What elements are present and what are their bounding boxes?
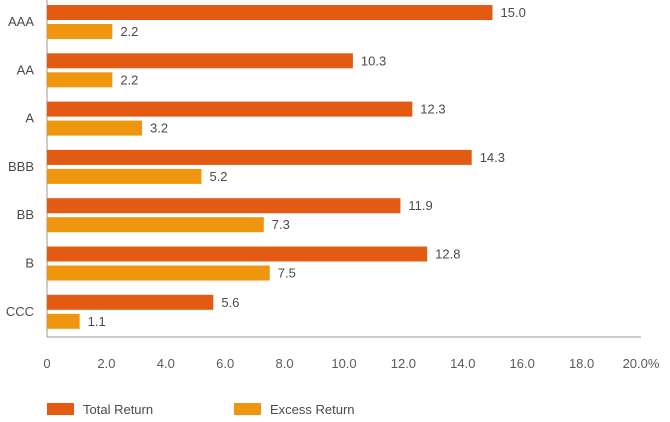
category-label: AAA (8, 14, 34, 29)
data-label: 12.8 (435, 247, 460, 262)
x-tick-label: 2.0 (97, 356, 115, 371)
x-tick-label: 12.0 (391, 356, 416, 371)
data-label: 14.3 (480, 150, 505, 165)
category-label: BB (17, 207, 34, 222)
data-label: 15.0 (501, 5, 526, 20)
x-tick-label: 10.0 (331, 356, 356, 371)
x-tick-label: 16.0 (510, 356, 535, 371)
x-tick-label: 4.0 (157, 356, 175, 371)
data-label: 5.2 (209, 169, 227, 184)
x-tick-label: 8.0 (276, 356, 294, 371)
legend-label: Total Return (83, 402, 153, 417)
data-label: 11.9 (408, 198, 432, 213)
bar-total-return (47, 294, 214, 310)
bar-total-return (47, 101, 413, 117)
data-label: 5.6 (221, 295, 239, 310)
legend-swatch (47, 403, 74, 415)
bar-excess-return (47, 24, 113, 39)
x-tick-label: 14.0 (450, 356, 475, 371)
bar-excess-return (47, 217, 264, 233)
category-label: BBB (8, 159, 34, 174)
data-label: 2.2 (120, 24, 138, 39)
data-label: 10.3 (361, 53, 386, 68)
bar-excess-return (47, 313, 80, 329)
data-label: 12.3 (420, 102, 445, 117)
bar-total-return (47, 5, 493, 20)
category-label: CCC (6, 304, 34, 319)
data-label: 3.2 (150, 121, 168, 136)
legend-label: Excess Return (270, 402, 355, 417)
legend-swatch (234, 403, 261, 415)
data-label: 7.3 (272, 217, 290, 232)
bar-total-return (47, 149, 472, 165)
data-label: 2.2 (120, 72, 138, 87)
category-label: AA (17, 62, 35, 77)
legend: Total Return Excess Return (47, 402, 355, 417)
bar-excess-return (47, 120, 143, 136)
bar-excess-return (47, 265, 270, 281)
bar-excess-return (47, 72, 113, 88)
x-tick-label: 18.0 (569, 356, 594, 371)
bar-total-return (47, 198, 401, 214)
category-label: B (25, 256, 34, 271)
data-label: 7.5 (278, 266, 296, 281)
x-tick-label: 20.0% (623, 356, 660, 371)
category-label: A (25, 111, 34, 126)
plot-area: AAA 15.0 2.2 AA 10.3 2.2 A 12.3 3.2 BBB 14.3 5.2 BB 1… (6, 0, 660, 371)
bar-total-return (47, 246, 428, 262)
data-label: 1.1 (88, 314, 106, 329)
bar-total-return (47, 53, 353, 69)
x-tick-label: 0 (43, 356, 50, 371)
x-tick-label: 6.0 (216, 356, 234, 371)
bar-excess-return (47, 168, 202, 184)
